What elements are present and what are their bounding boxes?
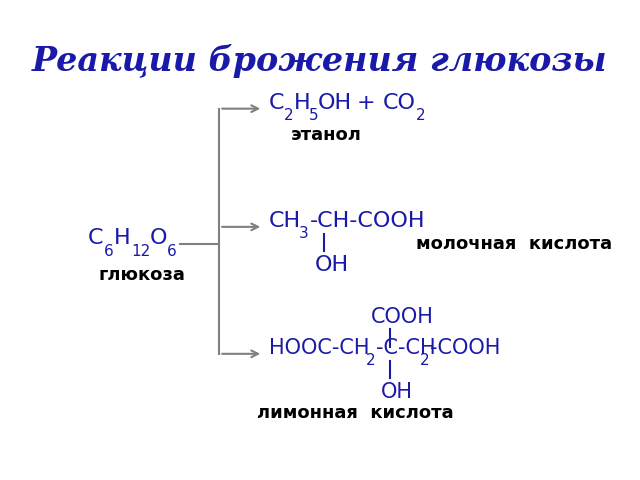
Text: 2: 2 xyxy=(416,108,426,123)
Text: H: H xyxy=(114,228,131,248)
Text: CO: CO xyxy=(383,93,416,113)
Text: 2: 2 xyxy=(365,353,375,368)
Text: -COOH: -COOH xyxy=(430,338,500,358)
Text: COOH: COOH xyxy=(371,307,434,327)
Text: 2: 2 xyxy=(284,108,294,123)
Text: лимонная  кислота: лимонная кислота xyxy=(257,404,453,422)
Text: 6: 6 xyxy=(104,244,113,259)
Text: этанол: этанол xyxy=(291,126,362,144)
Text: HOOC-CH: HOOC-CH xyxy=(269,338,370,358)
Text: OH: OH xyxy=(381,383,413,402)
Text: -C-CH: -C-CH xyxy=(376,338,436,358)
Text: CH: CH xyxy=(269,211,301,231)
Text: C: C xyxy=(269,93,285,113)
Text: молочная  кислота: молочная кислота xyxy=(416,235,612,253)
Text: -CH-COOH: -CH-COOH xyxy=(310,211,425,231)
Text: OH: OH xyxy=(315,254,349,275)
Text: глюкоза: глюкоза xyxy=(99,266,186,284)
Text: 5: 5 xyxy=(308,108,318,123)
Text: +: + xyxy=(356,93,376,113)
Text: 3: 3 xyxy=(299,226,308,241)
Text: C: C xyxy=(88,228,104,248)
Text: H: H xyxy=(294,93,310,113)
Text: 2: 2 xyxy=(420,353,429,368)
Text: Реакции брожения глюкозы: Реакции брожения глюкозы xyxy=(32,44,608,77)
Text: 6: 6 xyxy=(167,244,177,259)
Text: OH: OH xyxy=(318,93,353,113)
Text: O: O xyxy=(149,228,167,248)
Text: 12: 12 xyxy=(132,244,151,259)
